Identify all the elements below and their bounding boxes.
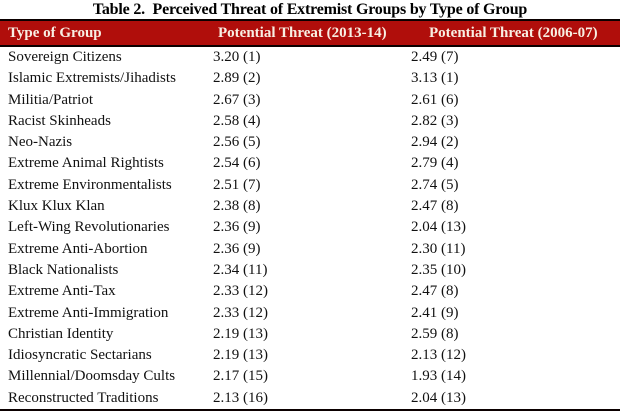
threat-2006-07-cell: 1.93 (14) [411,368,466,385]
group-cell: Reconstructed Traditions [8,389,159,406]
table-row: Islamic Extremists/Jihadists 2.89 (2) 3.13… [0,68,620,89]
threat-2013-14-cell: 3.20 (1) [213,49,261,65]
threat-2006-07-cell: 2.47 (8) [411,283,459,300]
table-row: Extreme Animal Rightists 2.54 (6) 2.79 (4) [0,153,620,174]
table-row: Millennial/Doomsday Cults 2.17 (15) 1.93 (… [0,366,620,387]
table-row: Sovereign Citizens 3.20 (1) 2.49 (7) [0,46,620,68]
group-cell: Extreme Environmentalists [8,176,172,193]
threat-2013-14-cell: 2.89 (2) [213,70,261,87]
table-row: Left-Wing Revolutionaries 2.36 (9) 2.04 (1… [0,217,620,238]
perceived-threat-table: Type of Group Potential Threat (2013-14)… [0,19,620,411]
threat-2013-14-cell: 2.33 (12) [213,283,268,300]
threat-2006-07-cell: 2.74 (5) [411,176,459,193]
threat-2006-07-cell: 2.59 (8) [411,325,459,342]
table-row: Black Nationalists 2.34 (11) 2.35 (10) [0,260,620,281]
column-header-threat-2006-07: Potential Threat (2006-07) [429,25,598,41]
table-row: Extreme Anti-Immigration 2.33 (12) 2.41 (9… [0,303,620,324]
group-cell: Islamic Extremists/Jihadists [8,70,176,87]
threat-2013-14-cell: 2.38 (8) [213,198,261,215]
table-row: Militia/Patriot 2.67 (3) 2.61 (6) [0,90,620,111]
header-row: Type of Group Potential Threat (2013-14)… [0,20,620,46]
threat-2006-07-cell: 2.94 (2) [411,134,459,151]
threat-2013-14-cell: 2.19 (13) [213,347,268,364]
group-cell: Christian Identity [8,325,114,342]
table-row: Idiosyncratic Sectarians 2.19 (13) 2.13 (1… [0,345,620,366]
threat-2006-07-cell: 3.13 (1) [411,70,459,87]
group-cell: Black Nationalists [8,261,119,278]
threat-2013-14-cell: 2.33 (12) [213,304,268,321]
table-body: Sovereign Citizens 3.20 (1) 2.49 (7) Islami… [0,46,620,411]
column-header-type-of-group: Type of Group [8,25,102,41]
table-row: Racist Skinheads 2.58 (4) 2.82 (3) [0,111,620,132]
threat-2013-14-cell: 2.58 (4) [213,112,261,129]
table-row: Christian Identity 2.19 (13) 2.59 (8) [0,324,620,345]
threat-2013-14-cell: 2.56 (5) [213,134,261,151]
threat-2006-07-cell: 2.61 (6) [411,91,459,108]
threat-2006-07-cell: 2.04 (13) [411,219,466,236]
group-cell: Millennial/Doomsday Cults [8,368,176,385]
threat-2006-07-cell: 2.13 (12) [411,347,466,364]
threat-2006-07-cell: 2.41 (9) [411,304,459,321]
group-cell: Militia/Patriot [8,91,93,108]
group-cell: Extreme Animal Rightists [8,155,164,172]
table-title: Table 2. Perceived Threat of Extremist G… [92,1,528,18]
threat-2006-07-cell: 2.30 (11) [411,240,466,257]
table-row: Extreme Environmentalists 2.51 (7) 2.74 (5… [0,175,620,196]
threat-2013-14-cell: 2.36 (9) [213,219,261,236]
group-cell: Left-Wing Revolutionaries [8,219,170,236]
threat-2013-14-cell: 2.36 (9) [213,240,261,257]
group-cell: Sovereign Citizens [8,49,122,65]
threat-2013-14-cell: 2.19 (13) [213,325,268,342]
threat-2006-07-cell: 2.79 (4) [411,155,459,172]
table-row: Klux Klux Klan 2.38 (8) 2.47 (8) [0,196,620,217]
table-row: Reconstructed Traditions 2.13 (16) 2.04 (1… [0,388,620,410]
threat-2006-07-cell: 2.82 (3) [411,112,459,129]
threat-2006-07-cell: 2.35 (10) [411,261,466,278]
column-header-threat-2013-14: Potential Threat (2013-14) [218,25,387,41]
group-cell: Extreme Anti-Abortion [8,240,148,257]
table-row: Extreme Anti-Abortion 2.36 (9) 2.30 (11) [0,239,620,260]
group-cell: Neo-Nazis [8,134,73,151]
group-cell: Extreme Anti-Tax [8,283,116,300]
threat-2006-07-cell: 2.04 (13) [411,389,466,406]
threat-2006-07-cell: 2.49 (7) [411,49,459,65]
table-header: Type of Group Potential Threat (2013-14)… [0,20,620,46]
group-cell: Extreme Anti-Immigration [8,304,169,321]
group-cell: Idiosyncratic Sectarians [8,347,152,364]
threat-2013-14-cell: 2.54 (6) [213,155,261,172]
threat-2013-14-cell: 2.13 (16) [213,389,268,406]
table-row: Extreme Anti-Tax 2.33 (12) 2.47 (8) [0,281,620,302]
threat-2013-14-cell: 2.17 (15) [213,368,268,385]
group-cell: Racist Skinheads [8,112,111,129]
threat-2013-14-cell: 2.51 (7) [213,176,261,193]
group-cell: Klux Klux Klan [8,198,105,215]
threat-2006-07-cell: 2.47 (8) [411,198,459,215]
threat-2013-14-cell: 2.34 (11) [213,261,268,278]
table-row: Neo-Nazis 2.56 (5) 2.94 (2) [0,132,620,153]
threat-2013-14-cell: 2.67 (3) [213,91,261,108]
